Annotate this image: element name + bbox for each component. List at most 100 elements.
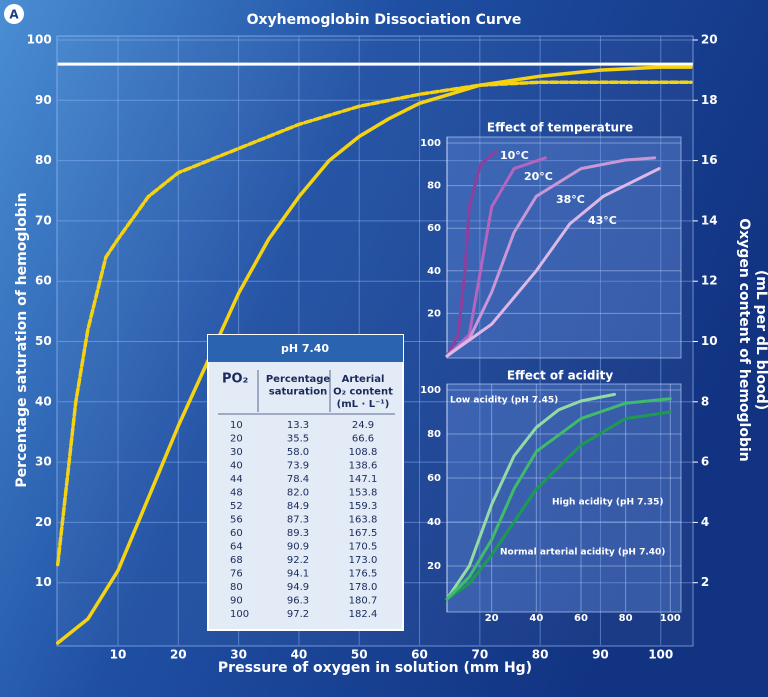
- table-cell: 80: [230, 582, 243, 593]
- series-label: 38°C: [556, 193, 585, 206]
- y-tick-label: 20: [427, 561, 441, 572]
- x-tick-label: 40: [291, 648, 308, 662]
- data-line: [445, 167, 661, 358]
- chart-title: Effect of acidity: [507, 369, 613, 383]
- x-tick-label: 60: [411, 648, 428, 662]
- y-tick-label: 30: [35, 455, 52, 469]
- series-label: 20°C: [524, 170, 553, 183]
- y-tick-label: 40: [427, 266, 441, 277]
- y-tick-label: 80: [427, 181, 441, 192]
- y-tick-label: 50: [35, 334, 52, 348]
- table-cell: 180.7: [349, 596, 378, 607]
- y-tick-label: 10: [35, 575, 52, 589]
- table-title: pH 7.40: [281, 342, 329, 355]
- table-cell: 10: [230, 420, 243, 431]
- y2-tick-label: 8: [701, 394, 709, 408]
- y2-tick-label: 10: [701, 334, 718, 348]
- table-header: Arterial: [342, 374, 385, 385]
- y-tick-label: 40: [427, 517, 441, 528]
- y2-tick-label: 14: [701, 213, 718, 227]
- table-cell: 89.3: [287, 528, 309, 539]
- table-cell: 159.3: [349, 501, 378, 512]
- table-body: [207, 334, 404, 631]
- table-cell: 108.8: [349, 447, 378, 458]
- table-cell: 30: [230, 447, 243, 458]
- table-cell: 163.8: [349, 515, 378, 526]
- table-cell: 100: [230, 609, 249, 620]
- data-line: [445, 150, 498, 358]
- table-cell: 20: [230, 434, 243, 445]
- y2-tick-label: 20: [701, 33, 718, 47]
- table-cell: 40: [230, 461, 243, 472]
- table-cell: 90.9: [287, 542, 309, 553]
- x-tick-label: 80: [532, 648, 549, 662]
- x-tick-label: 40: [529, 613, 543, 624]
- table-header: saturation: [269, 387, 327, 398]
- table-cell: 97.2: [287, 609, 309, 620]
- inset-plot: [446, 136, 682, 359]
- series-label: High acidity (pH 7.35): [552, 498, 663, 508]
- series-label: 43°C: [588, 214, 617, 227]
- table-cell: 35.5: [287, 434, 309, 445]
- y-tick-label: 60: [35, 274, 52, 288]
- x-tick-label: 20: [485, 613, 499, 624]
- x-tick-label: 100: [648, 648, 673, 662]
- table-cell: 96.3: [287, 596, 309, 607]
- x-tick-label: 10: [110, 648, 127, 662]
- table-cell: 87.3: [287, 515, 309, 526]
- data-line: [445, 397, 672, 601]
- table-cell: 173.0: [349, 555, 378, 566]
- table-cell: 153.8: [349, 488, 378, 499]
- table-title-band: [208, 335, 403, 362]
- table-cell: 167.5: [349, 528, 378, 539]
- table-cell: 66.6: [352, 434, 374, 445]
- table-cell: 58.0: [287, 447, 309, 458]
- table-cell: 82.0: [287, 488, 309, 499]
- y-axis-label: Percentage saturation of hemoglobin: [14, 192, 30, 487]
- y-tick-label: 90: [35, 93, 52, 107]
- table-cell: 48: [230, 488, 243, 499]
- chart-title: Oxyhemoglobin Dissociation Curve: [247, 12, 522, 28]
- table-cell: 92.2: [287, 555, 309, 566]
- y2-tick-label: 2: [701, 575, 709, 589]
- data-line: [55, 65, 693, 645]
- table-cell: 94.9: [287, 582, 309, 593]
- table: pH 7.40 PO₂ Percentage saturation Arterial O₂…: [207, 334, 404, 631]
- table-cell: 56: [230, 515, 243, 526]
- table-header: O₂ content: [333, 387, 393, 398]
- table-header: Percentage: [266, 374, 331, 385]
- table-cell: 147.1: [349, 474, 378, 485]
- table-cell: 178.0: [349, 582, 378, 593]
- table-cell: 182.4: [349, 609, 378, 620]
- table-cell: 24.9: [352, 420, 374, 431]
- y2-tick-label: 16: [701, 153, 718, 167]
- data-line: [55, 80, 693, 567]
- panel-label: A: [9, 8, 19, 22]
- y-tick-label: 80: [427, 429, 441, 440]
- x-tick-label: 90: [592, 648, 609, 662]
- y-tick-label: 40: [35, 394, 52, 408]
- table-cell: 68: [230, 555, 243, 566]
- x-tick-label: 100: [660, 613, 681, 624]
- table-cell: 13.3: [287, 420, 309, 431]
- y-tick-label: 20: [427, 308, 441, 319]
- y-tick-label: 100: [27, 33, 52, 47]
- table-cell: 78.4: [287, 474, 309, 485]
- chart-title: Effect of temperature: [487, 121, 633, 135]
- table-cell: 60: [230, 528, 243, 539]
- x-tick-label: 50: [351, 648, 368, 662]
- x-tick-label: 20: [170, 648, 187, 662]
- table-cell: 44: [230, 474, 243, 485]
- y-tick-label: 100: [420, 385, 441, 396]
- y2-tick-label: 4: [701, 515, 709, 529]
- data-line: [445, 156, 547, 358]
- table-cell: 170.5: [349, 542, 378, 553]
- y2-axis-label: (mL per dL blood): [753, 270, 768, 410]
- table-cell: 176.5: [349, 569, 378, 580]
- table-cell: 64: [230, 542, 243, 553]
- table-header: (mL · L⁻¹): [337, 399, 390, 410]
- y2-tick-label: 12: [701, 274, 718, 288]
- x-axis-label: Pressure of oxygen in solution (mm Hg): [218, 660, 532, 676]
- series-label: Low acidity (pH 7.45): [450, 396, 558, 406]
